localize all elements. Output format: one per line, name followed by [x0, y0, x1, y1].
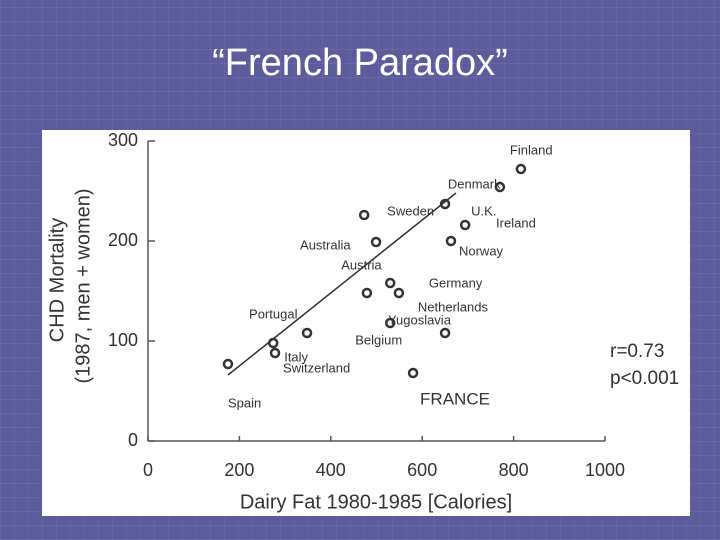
point-label: Portugal [249, 306, 298, 321]
point-label: Ireland [496, 215, 536, 230]
y-tick-label: 100 [108, 330, 138, 350]
data-point [439, 198, 451, 210]
data-point [269, 347, 281, 359]
data-point [494, 181, 506, 193]
data-point [361, 287, 373, 299]
x-tick-label: 800 [499, 460, 529, 480]
data-point [445, 235, 457, 247]
point-label: Finland [510, 142, 553, 157]
annotation: p<0.001 [610, 368, 679, 389]
point-label: Australia [300, 237, 351, 252]
x-tick-label: 400 [316, 460, 346, 480]
data-point [407, 367, 419, 379]
point-label: FRANCE [420, 389, 490, 408]
x-tick-label: 200 [224, 460, 254, 480]
y-tick-label: 200 [108, 230, 138, 250]
x-tick-label: 0 [143, 460, 153, 480]
point-label: Germany [429, 275, 483, 290]
point-label: Sweden [387, 203, 434, 218]
point-label: Austria [341, 257, 382, 272]
y-tick-label: 300 [108, 130, 138, 150]
data-point [459, 219, 471, 231]
y-axis-label: CHD Mortality [46, 218, 68, 342]
data-point [384, 277, 396, 289]
x-tick-label: 600 [407, 460, 437, 480]
data-point [515, 163, 527, 175]
slide-title: “French Paradox” [212, 42, 508, 84]
data-point [439, 327, 451, 339]
point-label: Yugoslavia [388, 312, 452, 327]
data-point [370, 236, 382, 248]
y-tick-label: 0 [128, 430, 138, 450]
y-axis-label: (1987, men + women) [72, 188, 94, 383]
data-point [222, 358, 234, 370]
x-axis-label: Dairy Fat 1980-1985 [Calories] [240, 491, 512, 513]
point-label: Norway [459, 243, 504, 258]
data-point [267, 337, 279, 349]
point-label: Italy [284, 349, 308, 364]
data-point [393, 287, 405, 299]
point-label: Switzerland [283, 360, 350, 375]
chart-background [42, 130, 690, 516]
data-point [301, 327, 313, 339]
data-point [384, 317, 396, 329]
point-label: U.K. [471, 203, 496, 218]
point-label: Belgium [355, 332, 402, 347]
point-label: Spain [228, 395, 261, 410]
data-point [358, 209, 370, 221]
annotation: r=0.73 [610, 341, 664, 362]
trend-line [227, 192, 457, 376]
point-label: Netherlands [418, 299, 489, 314]
point-label: Denmark [448, 176, 501, 191]
x-tick-label: 1000 [585, 460, 625, 480]
